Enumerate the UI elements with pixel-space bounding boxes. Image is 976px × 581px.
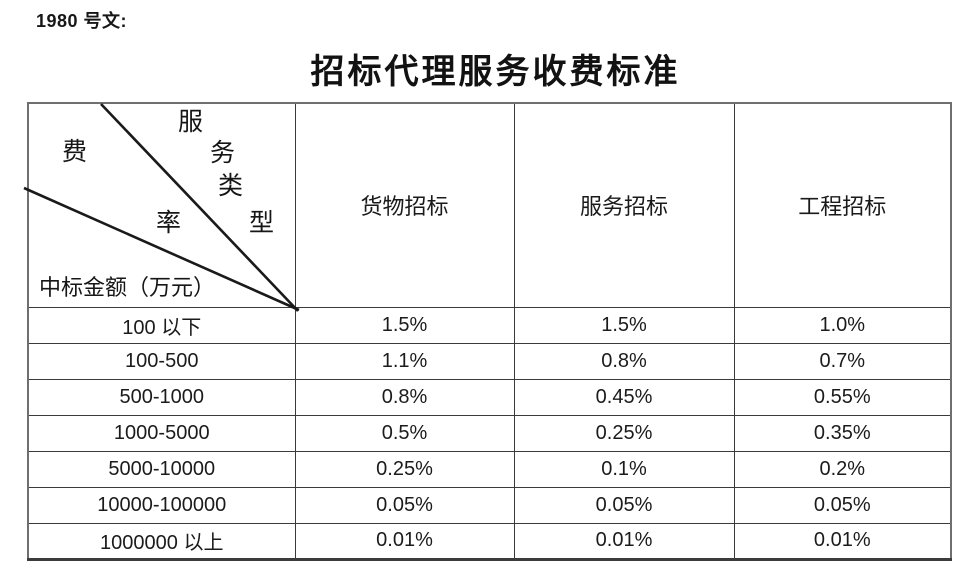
rate-cell: 1.5% [294, 306, 515, 344]
rate-cell: 0.35% [733, 414, 952, 452]
table-row: 10000-100000 0.05% 0.05% 0.05% [27, 486, 952, 524]
row-range-cell: 5000-10000 [27, 450, 296, 488]
rate-cell: 0.01% [733, 522, 952, 560]
rate-cell: 0.05% [733, 486, 952, 524]
rate-cell: 0.1% [513, 450, 735, 488]
rate-cell: 1.1% [294, 342, 515, 380]
rate-cell: 1.0% [733, 306, 952, 344]
corner-char-lei: 类 [218, 173, 244, 200]
rate-cell: 0.8% [513, 342, 735, 380]
row-range-cell: 10000-100000 [27, 486, 296, 524]
rate-cell: 0.05% [294, 486, 515, 524]
row-range-cell: 100-500 [27, 342, 296, 380]
rate-cell: 0.55% [733, 378, 952, 416]
corner-char-fee: 费 [62, 139, 88, 166]
row-range-cell: 100 以下 [27, 306, 296, 344]
table-row: 5000-10000 0.25% 0.1% 0.2% [27, 450, 952, 488]
corner-char-xing: 型 [249, 210, 275, 237]
table-row: 500-1000 0.8% 0.45% 0.55% [27, 378, 952, 416]
rate-cell: 0.25% [294, 450, 515, 488]
page-title: 招标代理服务收费标准 [310, 54, 681, 91]
rate-cell: 0.01% [513, 522, 735, 560]
corner-char-fu: 服 [178, 109, 204, 136]
rate-cell: 0.7% [733, 342, 952, 380]
table-row: 1000-5000 0.5% 0.25% 0.35% [27, 414, 952, 452]
rate-cell: 0.5% [294, 414, 515, 452]
diagonal-corner-cell: 费 服 务 类 型 率 中标金额（万元） [23, 102, 300, 312]
row-axis-label: 中标金额（万元） [39, 275, 216, 300]
col-header-goods-bidding: 货物招标 [294, 102, 515, 308]
table-row: 100-500 1.1% 0.8% 0.7% [27, 342, 952, 380]
table-row: 1000000 以上 0.01% 0.01% 0.01% [27, 522, 952, 560]
col-header-engineering-bidding: 工程招标 [733, 102, 952, 308]
row-range-cell: 500-1000 [27, 378, 296, 416]
fee-standard-table: 费 服 务 类 型 率 中标金额（万元） 货物招标 服务招标 工程招标 100 … [23, 102, 952, 561]
rate-cell: 0.25% [513, 414, 735, 452]
row-range-cell: 1000-5000 [27, 414, 296, 452]
rate-cell: 1.5% [513, 306, 735, 344]
rate-cell: 0.01% [294, 522, 515, 560]
table-header-row: 费 服 务 类 型 率 中标金额（万元） 货物招标 服务招标 工程招标 [23, 102, 952, 312]
rate-cell: 0.2% [733, 450, 952, 488]
rate-cell: 0.8% [294, 378, 515, 416]
corner-char-rate: 率 [156, 210, 182, 237]
table-row: 100 以下 1.5% 1.5% 1.0% [27, 306, 952, 344]
row-range-cell: 1000000 以上 [27, 522, 296, 560]
rate-cell: 0.05% [513, 486, 735, 524]
corner-char-wu: 务 [210, 140, 236, 167]
rate-cell: 0.45% [513, 378, 735, 416]
doc-number: 1980 号文: [36, 11, 128, 31]
col-header-service-bidding: 服务招标 [513, 102, 735, 308]
